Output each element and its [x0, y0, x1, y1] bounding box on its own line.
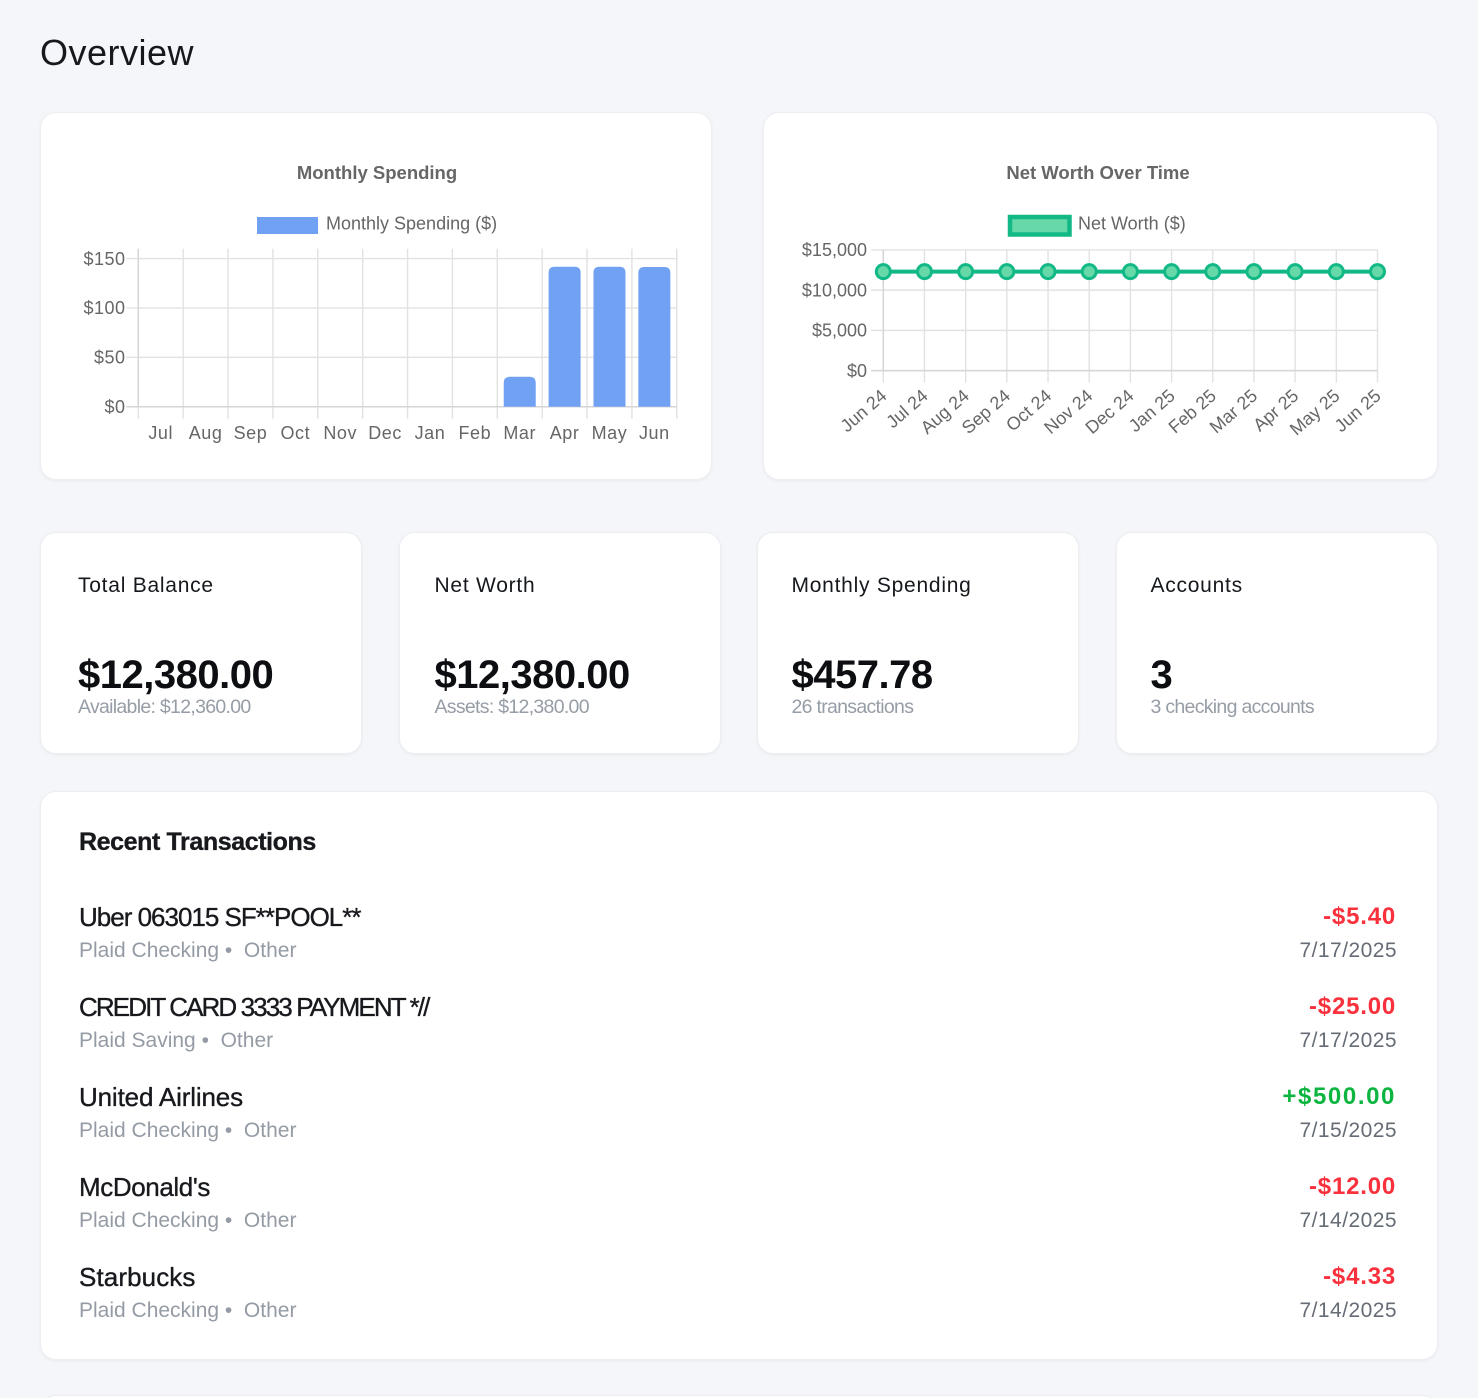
svg-text:$5,000: $5,000	[812, 321, 867, 341]
svg-text:Mar 25: Mar 25	[1206, 385, 1261, 437]
svg-text:Oct: Oct	[280, 423, 310, 443]
svg-text:Monthly Spending: Monthly Spending	[297, 162, 457, 183]
svg-text:$10,000: $10,000	[802, 280, 867, 300]
svg-text:Mar: Mar	[503, 423, 536, 443]
svg-text:Jun 24: Jun 24	[837, 385, 891, 436]
svg-text:$0: $0	[847, 361, 867, 381]
svg-text:Net Worth Over Time: Net Worth Over Time	[1006, 162, 1189, 183]
svg-text:Jun 25: Jun 25	[1331, 385, 1385, 436]
svg-text:Dec: Dec	[368, 423, 402, 443]
svg-text:$0: $0	[104, 397, 125, 417]
svg-text:Monthly Spending ($): Monthly Spending ($)	[326, 214, 497, 234]
svg-text:$15,000: $15,000	[802, 240, 867, 260]
svg-text:Sep: Sep	[234, 423, 268, 443]
svg-text:Feb: Feb	[458, 423, 491, 443]
svg-text:Jan: Jan	[415, 423, 446, 443]
svg-text:Nov: Nov	[323, 423, 357, 443]
svg-text:Aug: Aug	[189, 423, 223, 443]
svg-text:$100: $100	[83, 298, 125, 318]
svg-text:Jun: Jun	[639, 423, 670, 443]
svg-text:Net Worth ($): Net Worth ($)	[1078, 214, 1186, 234]
svg-text:$150: $150	[83, 249, 125, 269]
svg-text:$50: $50	[94, 348, 126, 368]
svg-text:Jul: Jul	[148, 423, 173, 443]
svg-text:Apr: Apr	[550, 423, 580, 443]
svg-text:May: May	[592, 423, 628, 443]
